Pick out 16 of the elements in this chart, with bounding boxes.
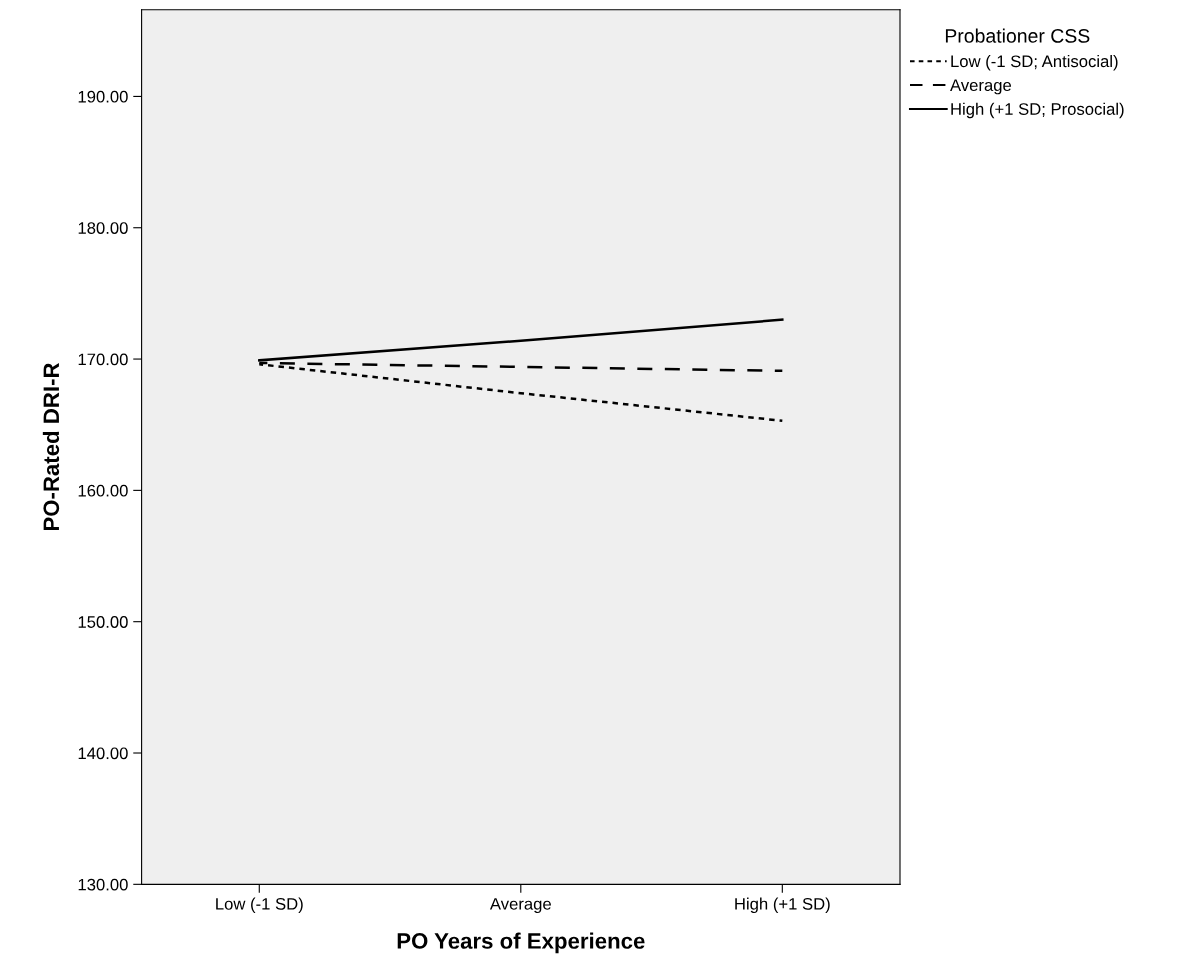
- y-tick-label: 150.00: [78, 616, 128, 628]
- y-tick-label: 180.00: [78, 222, 128, 234]
- y-tick-label: 160.00: [78, 484, 128, 497]
- x-tick-label: Low (-1 SD): [216, 897, 303, 914]
- y-tick-label: 130.00: [78, 878, 128, 891]
- x-tick-label: High (+1 SD): [735, 897, 830, 914]
- x-tick-label: Average: [489, 898, 551, 914]
- y-axis-title: PO-Rated DRI-R: [42, 362, 60, 531]
- legend-label: High (+1 SD; Prosocial): [951, 102, 1124, 119]
- y-tick-label: 170.00: [78, 353, 128, 366]
- legend-label: Low (-1 SD; Antisocial): [951, 54, 1118, 71]
- legend-title: Probationer CSS: [945, 28, 1090, 43]
- y-tick-label: 140.00: [78, 747, 128, 760]
- x-axis-title: PO Years of Experience: [397, 932, 645, 954]
- legend-label: Average: [950, 79, 1012, 95]
- y-tick-label: 190.00: [78, 90, 128, 103]
